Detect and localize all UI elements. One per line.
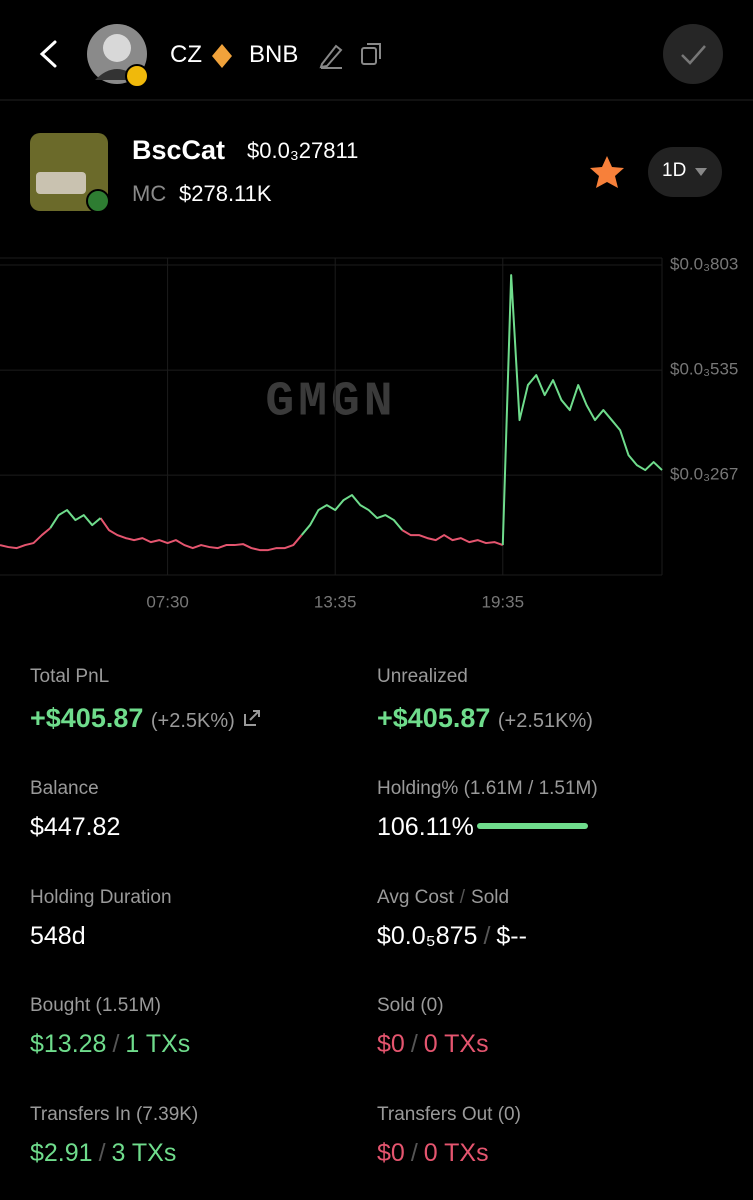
chain-badge <box>125 64 149 88</box>
stat-value: $13.28/1 TXs <box>30 1030 190 1059</box>
label: Balance <box>30 778 99 799</box>
timeframe-button[interactable] <box>648 147 722 197</box>
stat-value: 106.11% <box>377 813 474 842</box>
y-tick-label: $0.0₃803 <box>670 255 738 274</box>
stat-label: Transfers In (7.39K) <box>30 1104 198 1126</box>
favorite-star[interactable] <box>590 156 624 188</box>
stat-label: Balance <box>30 778 99 800</box>
label: Unrealized <box>377 666 468 687</box>
x-tick-label: 19:35 <box>482 592 525 611</box>
confirm-button[interactable] <box>663 24 723 84</box>
label: Transfers Out <box>377 1104 493 1125</box>
value: 1 TXs <box>125 1030 191 1058</box>
label: Avg Cost <box>377 887 454 908</box>
separator: / <box>98 1139 106 1167</box>
copy-icon[interactable] <box>361 47 377 65</box>
holding-bar <box>477 823 588 829</box>
stat-value: $0/0 TXs <box>377 1030 489 1059</box>
dropdown-arrow <box>695 168 707 176</box>
stat-label: Transfers Out (0) <box>377 1104 521 1126</box>
value: $-- <box>496 922 527 950</box>
stat-label: Total PnL <box>30 666 109 688</box>
avatar-face <box>103 34 131 62</box>
value: 3 TXs <box>111 1139 177 1167</box>
value: $2.91 <box>30 1139 93 1167</box>
y-tick-label: $0.0₃267 <box>670 465 738 484</box>
timeframe-label: 1D <box>662 160 687 181</box>
token-price: $0.0₃27811 <box>247 138 359 163</box>
separator: / <box>483 922 491 950</box>
separator: / <box>112 1030 120 1058</box>
value: $13.28 <box>30 1030 107 1058</box>
token-image-detail <box>36 172 86 194</box>
stat-label: Holding% (1.61M / 1.51M) <box>377 778 598 800</box>
price-line <box>0 517 504 552</box>
token-name: BscCat <box>132 135 226 165</box>
value: $447.82 <box>30 813 121 841</box>
label: Holding Duration <box>30 887 172 908</box>
stat-label: Unrealized <box>377 666 468 688</box>
value: +$405.87 <box>377 703 491 733</box>
stat-value: 548d <box>30 922 86 951</box>
label-detail: (7.39K) <box>135 1104 199 1125</box>
copy-icon-back <box>367 43 381 59</box>
stat-label: Avg Cost / Sold <box>377 887 509 909</box>
value: 548d <box>30 922 86 950</box>
label-detail: (1.51M) <box>95 995 161 1016</box>
stat-label: Bought (1.51M) <box>30 995 161 1017</box>
value: +$405.87 <box>30 703 144 733</box>
label-separator: / <box>459 887 466 908</box>
value: $0.0₅875 <box>377 922 478 950</box>
label: Sold <box>471 887 510 908</box>
stat-label: Sold (0) <box>377 995 444 1017</box>
label-detail: (0) <box>497 1104 521 1125</box>
value: 106.11% <box>377 813 474 841</box>
value: $0 <box>377 1030 405 1058</box>
detail: (+2.51K%) <box>497 710 593 732</box>
mc-label: MC <box>132 181 167 206</box>
market-cap: $278.11K <box>179 181 272 206</box>
price-chart: $0.0₃803 $0.0₃535 $0.0₃267 07:30 13:35 19:35 <box>0 255 738 611</box>
edit-icon[interactable] <box>319 44 343 69</box>
stat-value: $0.0₅875/$-- <box>377 922 527 951</box>
label: Holding% <box>377 778 459 799</box>
value: 0 TXs <box>423 1030 489 1058</box>
watermark: GMGN <box>265 376 396 430</box>
value: $0 <box>377 1139 405 1167</box>
x-tick-label: 07:30 <box>146 592 189 611</box>
value: 0 TXs <box>423 1139 489 1167</box>
detail: (+2.5K%) <box>150 710 235 732</box>
label: Bought <box>30 995 91 1016</box>
label: Transfers In <box>30 1104 131 1125</box>
token-badge <box>86 189 110 213</box>
screen-graphics: GMGN $0.0₃803 $0.0₃535 $0.0₃267 07:30 13:35 1… <box>0 24 753 611</box>
user-name[interactable]: CZ <box>170 41 202 68</box>
label-detail: (1.61M / 1.51M) <box>463 778 598 799</box>
stat-value: +$405.87 (+2.5K%) <box>30 703 262 734</box>
stat-value: $447.82 <box>30 813 120 842</box>
label-detail: (0) <box>420 995 444 1016</box>
stat-label: Holding Duration <box>30 887 172 909</box>
label: Total PnL <box>30 666 110 687</box>
x-tick-label: 13:35 <box>314 592 357 611</box>
stat-value: $0/0 TXs <box>377 1139 489 1168</box>
stat-value: $2.91/3 TXs <box>30 1139 176 1168</box>
y-tick-label: $0.0₃535 <box>670 360 738 379</box>
price-line <box>49 274 663 546</box>
check-icon <box>681 45 706 65</box>
share-icon[interactable] <box>242 708 262 728</box>
chain-name: BNB <box>249 41 299 68</box>
separator: / <box>410 1030 418 1058</box>
stat-value: +$405.87 (+2.51K%) <box>377 703 593 734</box>
diamond-icon <box>212 44 232 68</box>
back-button[interactable] <box>39 40 57 68</box>
separator: / <box>410 1139 418 1167</box>
label: Sold <box>377 995 416 1016</box>
